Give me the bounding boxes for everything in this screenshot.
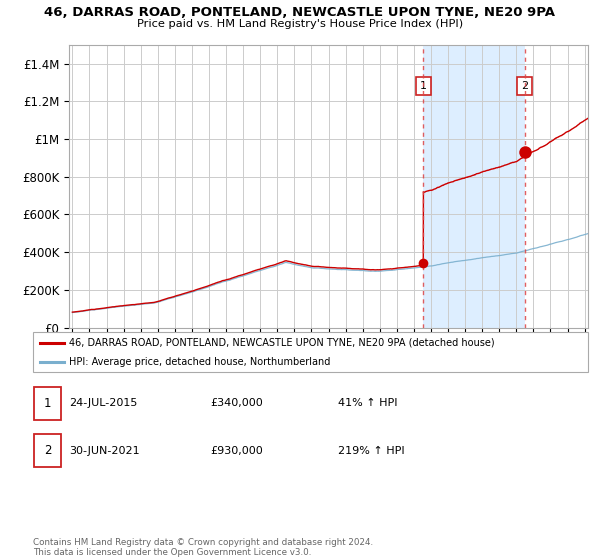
Text: 24-JUL-2015: 24-JUL-2015 [69,398,137,408]
Text: 2: 2 [521,81,529,91]
Text: 1: 1 [420,81,427,91]
Text: HPI: Average price, detached house, Northumberland: HPI: Average price, detached house, Nort… [69,357,331,366]
FancyBboxPatch shape [34,435,61,467]
FancyBboxPatch shape [33,332,588,372]
Text: 1: 1 [44,396,51,410]
Text: £930,000: £930,000 [211,446,263,456]
Text: 30-JUN-2021: 30-JUN-2021 [69,446,140,456]
Text: 219% ↑ HPI: 219% ↑ HPI [338,446,405,456]
Text: 41% ↑ HPI: 41% ↑ HPI [338,398,398,408]
Text: Price paid vs. HM Land Registry's House Price Index (HPI): Price paid vs. HM Land Registry's House … [137,19,463,29]
Text: £340,000: £340,000 [211,398,263,408]
Text: Contains HM Land Registry data © Crown copyright and database right 2024.
This d: Contains HM Land Registry data © Crown c… [33,538,373,557]
FancyBboxPatch shape [34,387,61,419]
Text: 2: 2 [44,444,51,458]
Text: 46, DARRAS ROAD, PONTELAND, NEWCASTLE UPON TYNE, NE20 9PA (detached house): 46, DARRAS ROAD, PONTELAND, NEWCASTLE UP… [69,338,494,348]
Bar [424,45,525,328]
Text: 46, DARRAS ROAD, PONTELAND, NEWCASTLE UPON TYNE, NE20 9PA: 46, DARRAS ROAD, PONTELAND, NEWCASTLE UP… [44,6,556,18]
